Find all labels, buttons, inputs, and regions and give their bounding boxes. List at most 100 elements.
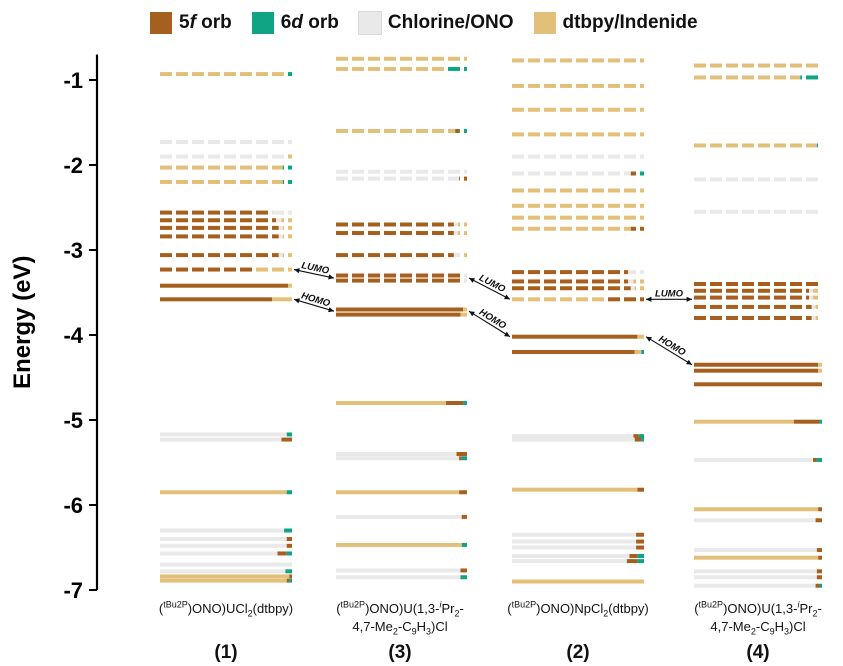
orbital-segment: [281, 437, 292, 442]
orbital-level: [336, 452, 467, 456]
dash-gap: [396, 222, 400, 227]
dash-gap: [786, 315, 790, 321]
dash-gap: [444, 278, 448, 284]
orbital-segment: [336, 401, 447, 405]
dash-gap: [252, 217, 256, 223]
dash-gap: [348, 66, 352, 72]
dash-gap: [220, 139, 224, 145]
dash-gap: [588, 226, 592, 232]
dash-gap: [524, 296, 528, 302]
orbital-level: [694, 209, 822, 215]
orbital-segment: [336, 222, 454, 227]
dash-gap: [604, 131, 608, 137]
orbital-segment: [278, 253, 283, 258]
orbital-segment: [634, 437, 642, 442]
dash-gap: [284, 179, 288, 185]
dash-gap: [396, 278, 400, 284]
orbital-level: [336, 273, 467, 278]
dash-gap: [172, 225, 176, 231]
orbital-segment: [694, 457, 814, 462]
orbital-segment: [160, 528, 285, 533]
orbital-segment: [286, 490, 292, 495]
orbital-segment: [694, 295, 810, 300]
dash-gap: [460, 230, 464, 236]
dash-gap: [770, 304, 774, 310]
orbital-segment: [638, 434, 644, 439]
dash-gap: [236, 179, 240, 185]
dash-gap: [556, 296, 560, 302]
dash-gap: [220, 233, 224, 239]
orbital-segment: [453, 222, 458, 227]
orbital-level: [512, 278, 644, 284]
dash-gap: [524, 226, 528, 232]
orbital-level: [512, 131, 644, 137]
connector-line: [293, 269, 335, 279]
orbital-segment: [512, 279, 629, 284]
compound-number-4: (4): [746, 642, 770, 663]
orbital-segment: [288, 283, 292, 288]
dash-gap: [348, 128, 352, 134]
orbital-segment: [809, 288, 814, 293]
orbital-segment: [512, 188, 644, 193]
dash-gap: [540, 188, 544, 193]
orbital-segment: [512, 83, 644, 88]
dash-gap: [636, 188, 640, 193]
dash-gap: [236, 233, 240, 239]
compound-label-3: (tBu2P)ONO)U(1,3-iPr2- 4,7-Me2-C9H3)Cl: [336, 599, 464, 637]
dash-gap: [284, 233, 288, 239]
orbital-segment: [285, 569, 292, 574]
orbital-segment: [160, 562, 292, 567]
dash-gap: [540, 285, 544, 291]
dash-gap: [722, 304, 726, 310]
orbital-level: [512, 532, 644, 537]
dash-gap: [556, 278, 560, 284]
compound-number-3: (3): [388, 642, 412, 663]
dash-gap: [802, 281, 806, 287]
dash-gap: [556, 131, 560, 137]
dash-gap: [428, 176, 432, 182]
compound-number-2: (2): [566, 642, 590, 663]
orbital-segment: [160, 297, 273, 302]
orbital-level: [160, 569, 292, 574]
orbital-segment: [813, 457, 817, 462]
dash-gap: [572, 278, 576, 284]
dash-gap: [556, 57, 560, 63]
dash-gap: [754, 63, 758, 69]
dash-gap: [738, 209, 742, 215]
orbital-level: [512, 437, 644, 442]
compound-label-1: (tBu2P)ONO)UCl2(dtbpy): [158, 599, 294, 619]
dash-gap: [722, 315, 726, 321]
orbital-level: [512, 188, 644, 193]
dash-gap: [770, 74, 774, 80]
dash-gap: [818, 209, 822, 215]
dash-gap: [636, 171, 640, 176]
dash-gap: [588, 296, 592, 302]
orbital-segment: [278, 234, 283, 239]
dash-gap: [556, 83, 560, 89]
dash-gap: [188, 154, 192, 159]
dash-gap: [754, 304, 758, 310]
dash-gap: [348, 230, 352, 236]
dash-gap: [284, 165, 288, 171]
orbital-segment: [278, 225, 283, 230]
dash-gap: [636, 215, 640, 221]
orbital-segment: [512, 203, 644, 208]
dash-gap: [738, 74, 742, 80]
orbital-segment: [512, 215, 644, 220]
dash-gap: [364, 128, 368, 134]
dash-gap: [572, 131, 576, 137]
arrowhead: [469, 278, 475, 283]
orbital-segment: [160, 253, 279, 258]
dash-gap: [588, 171, 592, 176]
dash-gap: [786, 63, 790, 69]
orbital-segment: [512, 437, 635, 442]
dash-gap: [444, 222, 448, 227]
orbital-segment: [459, 456, 462, 461]
dash-gap: [540, 296, 544, 302]
orbital-segment: [336, 456, 460, 461]
dash-gap: [524, 203, 528, 209]
dash-gap: [818, 288, 822, 294]
orbital-level: [512, 434, 644, 439]
dash-gap: [172, 179, 176, 185]
dash-gap: [220, 225, 224, 231]
